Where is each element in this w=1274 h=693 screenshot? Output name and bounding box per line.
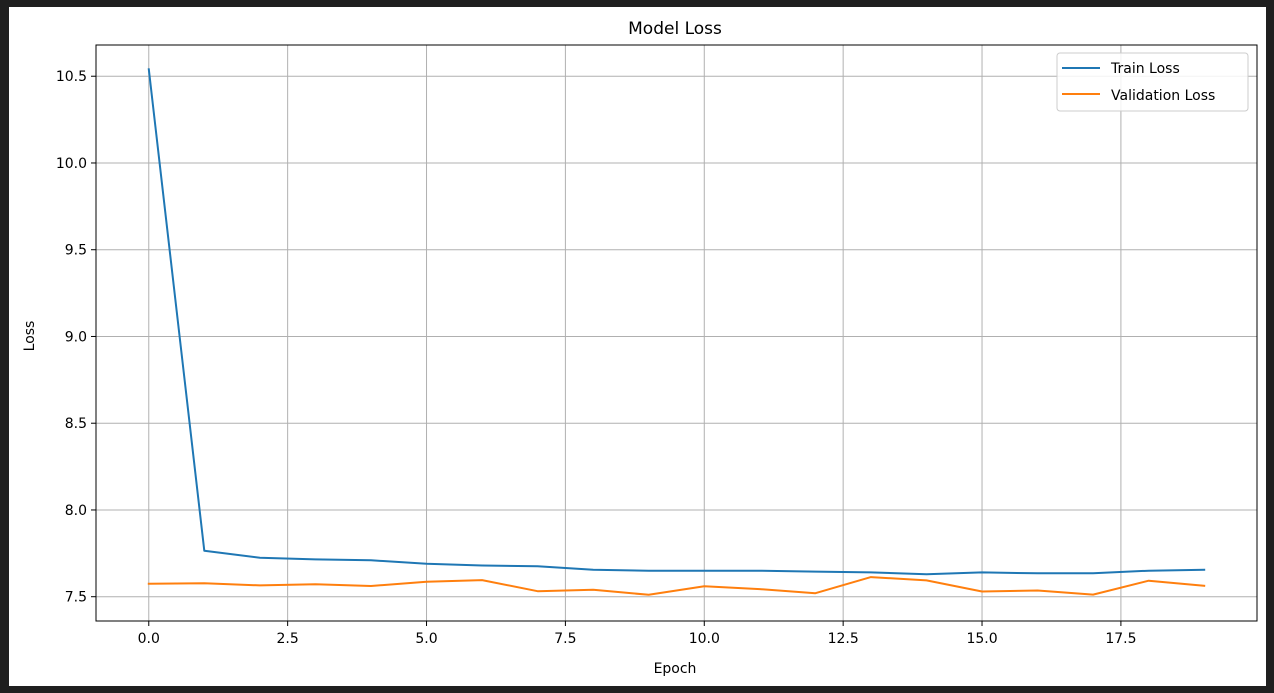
x-tick-label: 17.5 [1105,631,1136,647]
legend-label-validation-loss: Validation Loss [1111,88,1215,104]
y-tick-label: 7.5 [65,590,87,606]
x-tick-label: 10.0 [689,631,720,647]
x-tick-label: 15.0 [966,631,997,647]
x-tick-label: 5.0 [415,631,437,647]
x-axis-ticks: 0.0 2.5 5.0 7.5 10.0 12.5 15.0 17.5 [138,621,1136,647]
x-tick-label: 0.0 [138,631,160,647]
y-tick-label: 10.5 [56,69,87,85]
legend: Train Loss Validation Loss [1056,52,1249,112]
x-axis-title: Epoch [654,661,697,677]
y-tick-label: 9.5 [65,243,87,259]
chart-title: Model Loss [628,19,722,39]
y-tick-label: 8.0 [65,503,87,519]
x-tick-label: 12.5 [828,631,859,647]
y-axis-ticks: 7.5 8.0 8.5 9.0 9.5 10.0 10.5 [56,69,96,606]
y-tick-label: 9.0 [65,329,87,345]
x-tick-label: 7.5 [554,631,576,647]
series-lines [147,68,1206,596]
legend-label-train-loss: Train Loss [1110,61,1180,77]
y-axis-title: Loss [22,321,38,352]
y-tick-label: 10.0 [56,156,87,172]
x-tick-label: 2.5 [277,631,299,647]
figure: Model Loss 0.0 2.5 5.0 7.5 10.0 12.5 15.0 17.5 … [9,7,1266,686]
series-line-validation-loss [147,576,1206,596]
series-line-train-loss [147,68,1206,576]
plot-area-frame [95,44,1258,622]
line-chart: Model Loss 0.0 2.5 5.0 7.5 10.0 12.5 15.0 17.5 … [22,19,1258,677]
legend-box [1056,52,1249,112]
grid [96,45,1257,621]
y-tick-label: 8.5 [65,416,87,432]
